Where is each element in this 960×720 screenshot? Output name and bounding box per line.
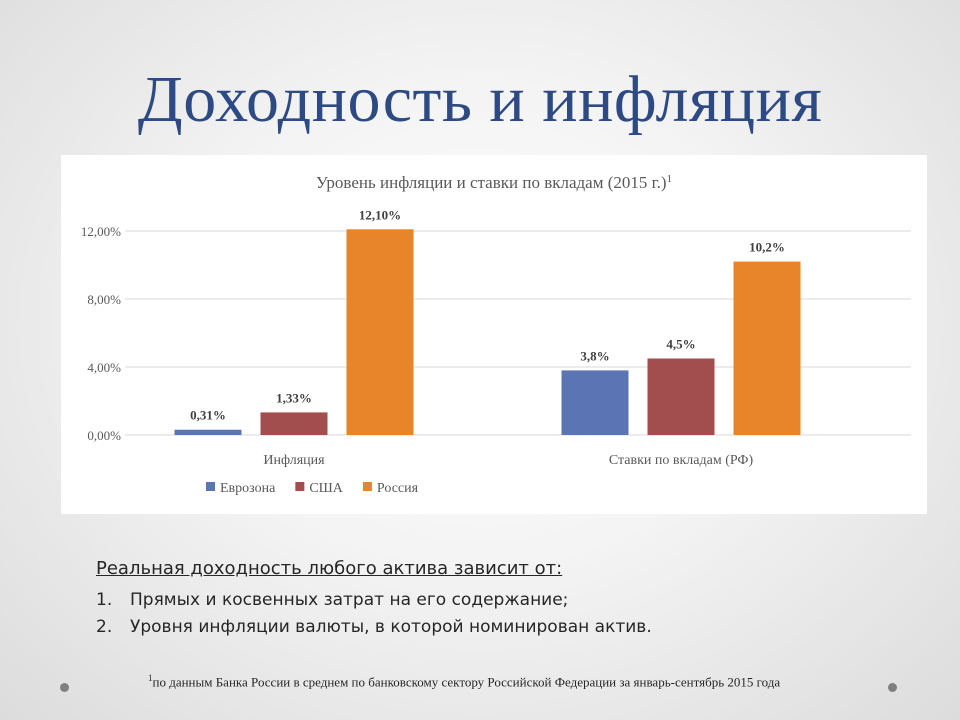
data-label: 10,2% — [749, 240, 785, 255]
data-label: 12,10% — [359, 207, 401, 222]
legend-swatch — [206, 482, 215, 491]
body-section: Реальная доходность любого актива зависи… — [96, 558, 916, 641]
data-label: 4,5% — [666, 337, 695, 352]
list-item-number: 2. — [96, 617, 113, 637]
footnote: 1по данным Банка России в среднем по бан… — [148, 670, 828, 690]
bar — [647, 358, 715, 435]
bar-chart: Уровень инфляции и ставки по вкладам (20… — [81, 173, 911, 496]
legend-label: Россия — [377, 481, 419, 496]
y-tick-label: 8,00% — [87, 292, 121, 307]
data-label: 1,33% — [276, 390, 312, 405]
list-item-text: Прямых и косвенных затрат на его содержа… — [130, 590, 569, 610]
factor-list: 1. Прямых и косвенных затрат на его соде… — [96, 587, 916, 641]
legend-label: Еврозона — [220, 481, 276, 496]
data-label: 0,31% — [190, 408, 226, 423]
chart-panel: Уровень инфляции и ставки по вкладам (20… — [61, 155, 927, 514]
body-heading: Реальная доходность любого актива зависи… — [96, 558, 563, 579]
bar — [346, 229, 414, 435]
bullet-dot-left — [60, 683, 69, 692]
bar — [260, 412, 328, 435]
legend-swatch — [295, 482, 305, 491]
list-item: 2. Уровня инфляции валюты, в которой ном… — [96, 614, 916, 641]
y-tick-label: 4,00% — [87, 360, 121, 375]
y-tick-label: 12,00% — [81, 224, 121, 239]
bar — [174, 429, 242, 435]
chart-title-superscript: 1 — [667, 173, 673, 185]
bar — [733, 261, 801, 435]
list-item-text: Уровня инфляции валюты, в которой номини… — [130, 617, 652, 637]
bar — [561, 370, 629, 435]
legend-label: США — [309, 481, 343, 496]
footnote-marker: 1 — [148, 673, 153, 683]
x-category-label: Инфляция — [263, 453, 325, 468]
list-item-number: 1. — [96, 590, 113, 610]
data-label: 3,8% — [580, 348, 609, 363]
list-item: 1. Прямых и косвенных затрат на его соде… — [96, 587, 916, 614]
chart-title: Уровень инфляции и ставки по вкладам (20… — [316, 173, 672, 192]
slide-title: Доходность и инфляция — [137, 63, 823, 136]
bullet-dot-right — [888, 683, 897, 692]
legend-swatch — [362, 482, 372, 491]
y-tick-label: 0,00% — [87, 428, 121, 443]
x-category-label: Ставки по вкладам (РФ) — [609, 453, 754, 468]
footnote-text: по данным Банка России в среднем по банк… — [152, 674, 781, 690]
